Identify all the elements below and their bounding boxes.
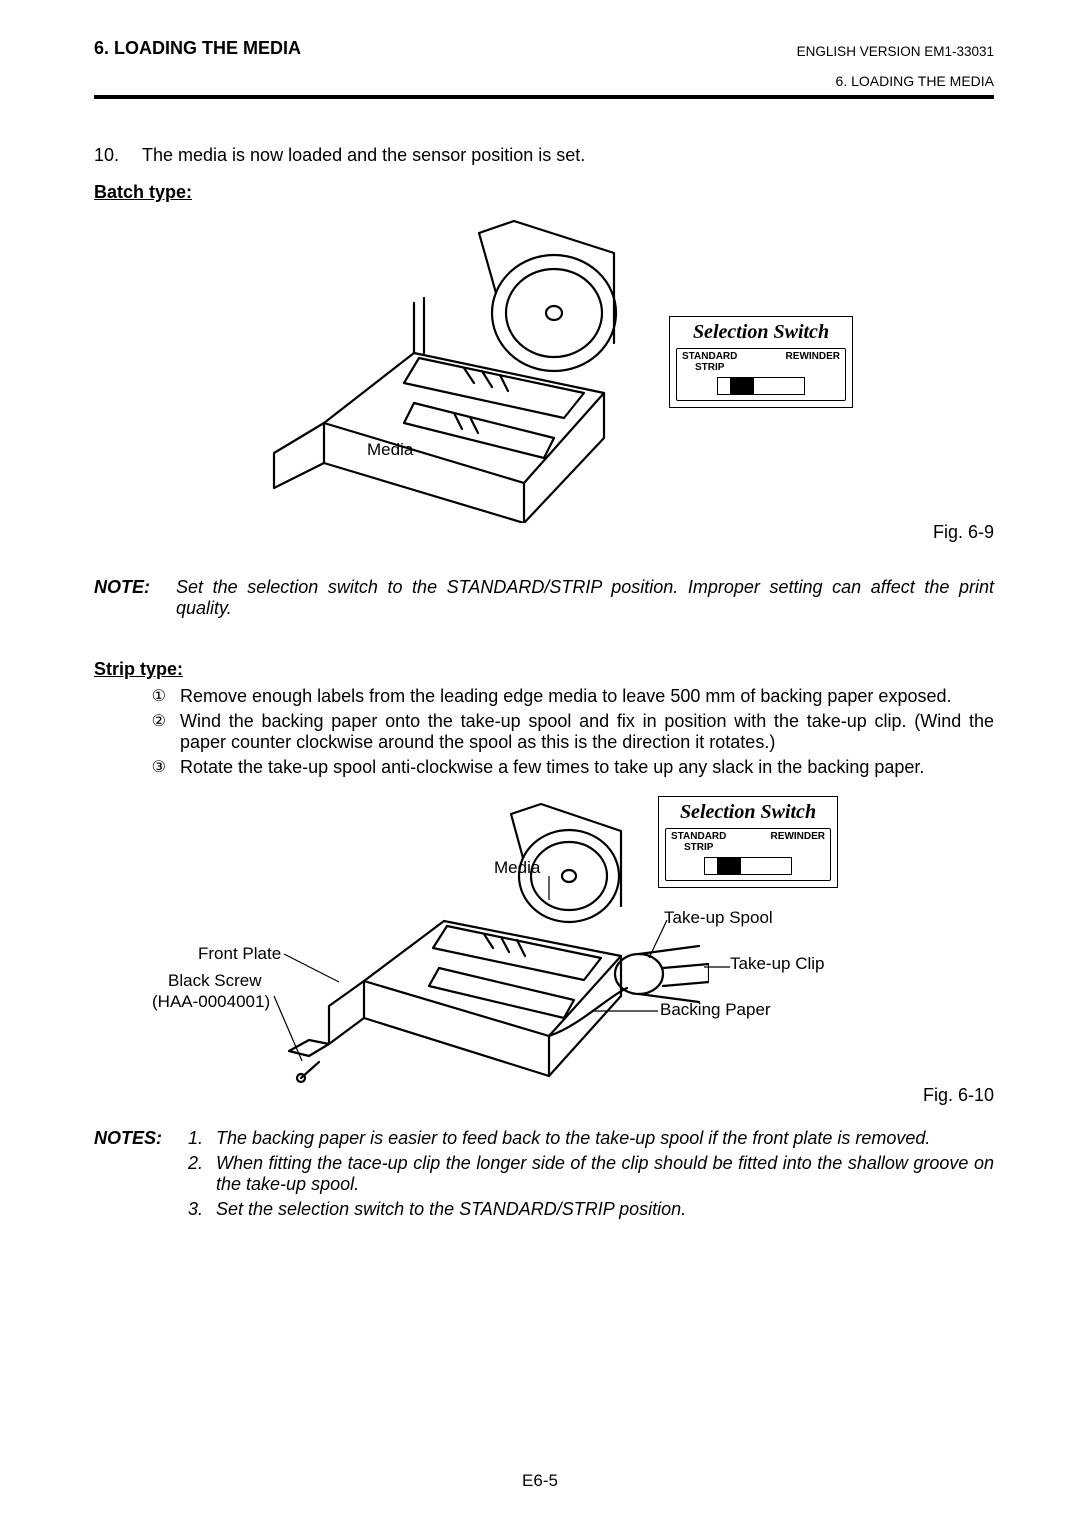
list-item: ② Wind the backing paper onto the take-u…: [94, 711, 994, 753]
notes-num-3: 3.: [188, 1199, 216, 1220]
fig-caption-2: Fig. 6-10: [923, 1085, 994, 1106]
header-sub: 6. LOADING THE MEDIA: [94, 73, 994, 89]
notes-num-2: 2.: [188, 1153, 216, 1195]
step-number: 10.: [94, 145, 142, 166]
notes-block: NOTES: 1. The backing paper is easier to…: [94, 1128, 994, 1220]
note-text: Set the selection switch to the STANDARD…: [176, 577, 994, 619]
strip-type-heading: Strip type:: [94, 659, 994, 680]
batch-type-heading: Batch type:: [94, 182, 994, 203]
marker-3: ③: [94, 757, 180, 778]
backing-paper-label: Backing Paper: [660, 1000, 771, 1020]
takeup-spool-label: Take-up Spool: [664, 908, 773, 928]
figure-6-10: Front Plate Black Screw (HAA-0004001) Me…: [94, 796, 994, 1106]
step-10: 10. The media is now loaded and the sens…: [94, 145, 994, 166]
media-label-2: Media: [494, 858, 540, 878]
takeup-clip-label: Take-up Clip: [730, 954, 825, 974]
black-screw-label-2: (HAA-0004001): [152, 992, 270, 1012]
switch-standard-2: STANDARD: [671, 832, 726, 843]
marker-1: ①: [94, 686, 180, 707]
switch-strip-2: STRIP: [671, 843, 726, 854]
notes-text-3: Set the selection switch to the STANDARD…: [216, 1199, 994, 1220]
header-rule: [94, 95, 994, 99]
page-number: E6-5: [0, 1471, 1080, 1491]
item-text-2: Wind the backing paper onto the take-up …: [180, 711, 994, 753]
selection-switch-box-2: Selection Switch STANDARD STRIP REWINDER: [658, 796, 838, 888]
switch-rewinder-2: REWINDER: [771, 832, 825, 853]
notes-num-1: 1.: [188, 1128, 216, 1149]
fig-caption-1: Fig. 6-9: [933, 522, 994, 543]
printer-diagram-2: [279, 796, 709, 1096]
figure-6-9: Media Selection Switch STANDARD STRIP RE…: [94, 203, 994, 543]
black-screw-label-1: Black Screw: [168, 971, 262, 991]
selection-switch-box-1: Selection Switch STANDARD STRIP REWINDER: [669, 316, 853, 408]
media-label-1: Media: [367, 440, 413, 460]
item-text-3: Rotate the take-up spool anti-clockwise …: [180, 757, 994, 778]
list-item: ① Remove enough labels from the leading …: [94, 686, 994, 707]
switch-standard-1: STANDARD: [682, 352, 737, 363]
notes-text-1: The backing paper is easier to feed back…: [216, 1128, 994, 1149]
strip-list: ① Remove enough labels from the leading …: [94, 686, 994, 778]
front-plate-label: Front Plate: [198, 944, 281, 964]
switch-title-2: Selection Switch: [659, 797, 837, 826]
switch-rewinder-1: REWINDER: [786, 352, 840, 373]
step-text: The media is now loaded and the sensor p…: [142, 145, 585, 166]
switch-strip-1: STRIP: [682, 363, 737, 374]
notes-label: NOTES:: [94, 1128, 188, 1149]
switch-title-1: Selection Switch: [670, 317, 852, 346]
notes-text-2: When fitting the tace-up clip the longer…: [216, 1153, 994, 1195]
printer-diagram-1: [264, 203, 664, 523]
version-text: ENGLISH VERSION EM1-33031: [797, 44, 994, 59]
section-title: 6. LOADING THE MEDIA: [94, 38, 301, 59]
item-text-1: Remove enough labels from the leading ed…: [180, 686, 994, 707]
switch-knob-1: [730, 378, 754, 394]
switch-knob-2: [717, 858, 741, 874]
list-item: ③ Rotate the take-up spool anti-clockwis…: [94, 757, 994, 778]
note-label: NOTE:: [94, 577, 176, 619]
marker-2: ②: [94, 711, 180, 753]
note-block-1: NOTE: Set the selection switch to the ST…: [94, 577, 994, 619]
